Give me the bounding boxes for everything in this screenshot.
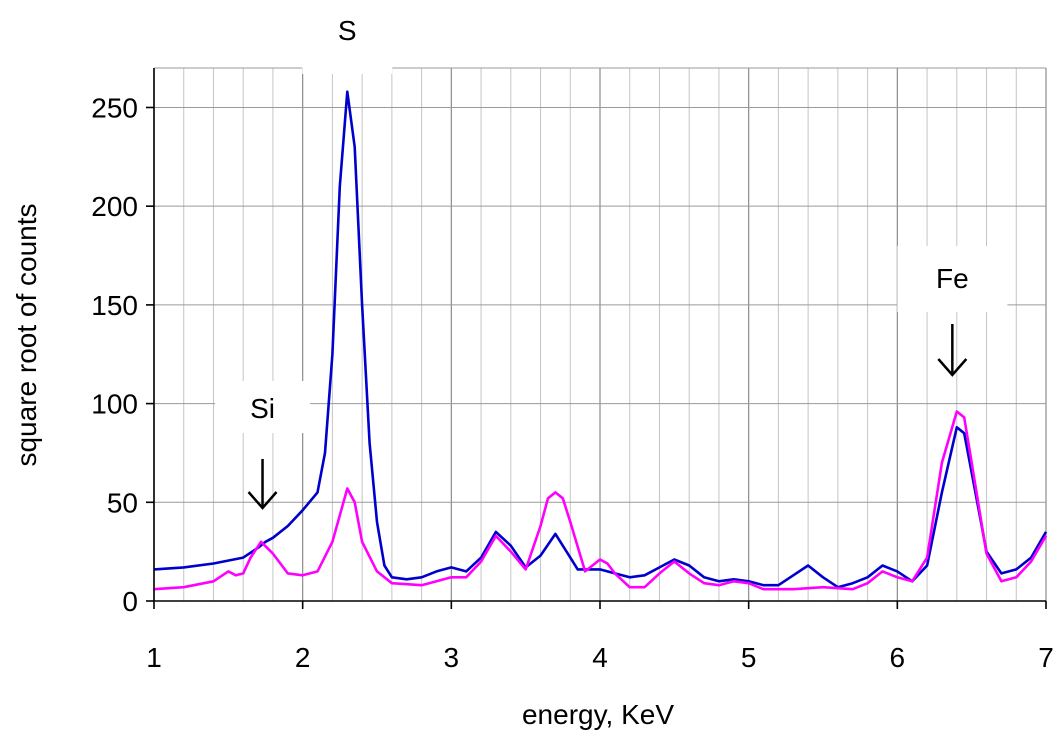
- chart-grid: [153, 67, 1047, 601]
- annotation-box: [215, 381, 311, 433]
- x-tick-label: 5: [741, 642, 757, 673]
- x-tick-label: 1: [146, 642, 162, 673]
- chart-series-group: [153, 90, 1048, 591]
- x-tick-label: 6: [890, 642, 906, 673]
- chart-tick-labels: 0 50 100 150 200 250 1 2 3 4 5 6 7: [91, 92, 1054, 673]
- y-tick-label: 100: [91, 389, 138, 420]
- annotation-label-s: S: [338, 15, 357, 46]
- y-tick-label: 0: [122, 586, 138, 617]
- chart-annotations: S Si Fe: [215, 0, 1008, 510]
- series-line-1: [153, 90, 1048, 589]
- annotation-arrow-head: [937, 358, 968, 377]
- series-line-2: [153, 410, 1048, 591]
- y-tick-label: 200: [91, 191, 138, 222]
- annotation-arrow-head: [247, 491, 278, 510]
- y-tick-label: 150: [91, 290, 138, 321]
- y-tick-label: 250: [91, 92, 138, 123]
- x-tick-label: 7: [1038, 642, 1054, 673]
- x-tick-label: 4: [592, 642, 608, 673]
- y-tick-label: 50: [107, 487, 138, 518]
- annotation-box: [302, 0, 393, 74]
- x-tick-label: 3: [444, 642, 460, 673]
- x-axis-title: energy, KeV: [522, 699, 674, 730]
- y-axis-title: square root of counts: [11, 203, 42, 466]
- annotation-label-fe: Fe: [936, 263, 969, 294]
- annotation-label-si: Si: [250, 393, 275, 424]
- x-tick-label: 2: [295, 642, 311, 673]
- chart-axes: [146, 68, 1047, 609]
- annotation-box: [897, 246, 1008, 312]
